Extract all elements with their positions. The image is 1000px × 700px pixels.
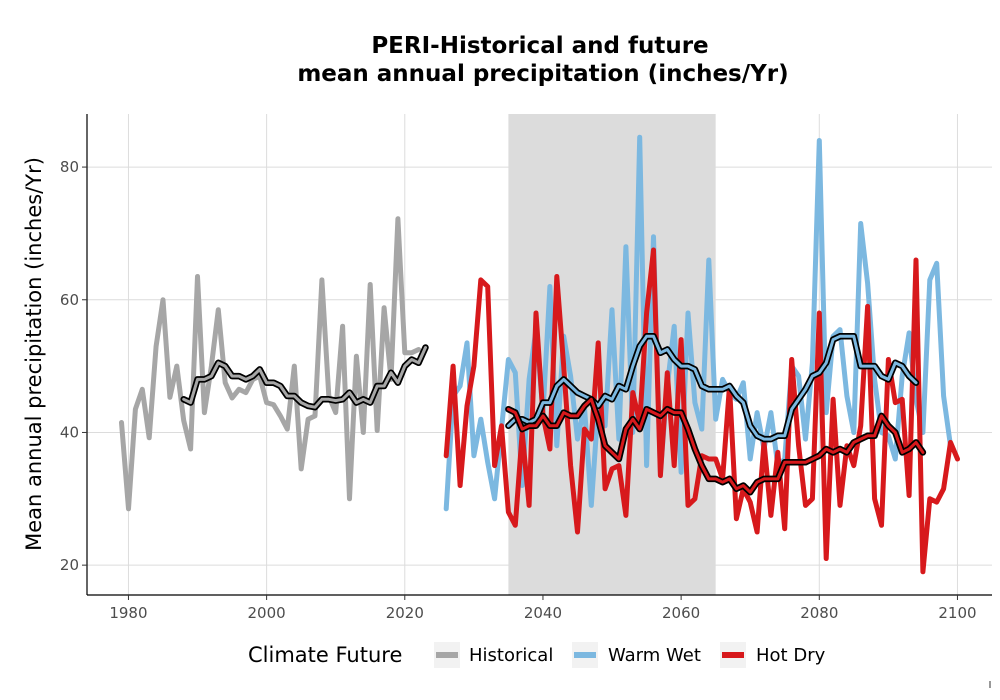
x-tick-label-2040: 2040 (524, 604, 562, 622)
chart-title-line1: PERI-Historical and future (371, 33, 708, 59)
x-tick-label-2020: 2020 (386, 604, 424, 622)
x-tick-label-2100: 2100 (938, 604, 976, 622)
smoothed-line-historical (182, 346, 427, 409)
smoothed-line-warm-wet (506, 334, 918, 441)
legend-label-warm-wet: Warm Wet (608, 645, 701, 666)
y-tick-label-20: 20 (60, 556, 79, 574)
plot-series (119, 134, 960, 575)
y-axis-ticks: 20 40 60 80 (60, 158, 87, 574)
x-tick-label-2000: 2000 (248, 604, 286, 622)
series-line-historical (119, 216, 422, 512)
x-tick-label-1980: 1980 (109, 604, 147, 622)
legend-title: Climate Future (248, 643, 402, 667)
legend-label-hot-dry: Hot Dry (756, 645, 826, 666)
chart-title-line2: mean annual precipitation (inches/Yr) (297, 61, 788, 87)
y-tick-label-60: 60 (60, 291, 79, 309)
legend-label-historical: Historical (469, 645, 553, 666)
smoothed-line-hot-dry (506, 397, 925, 494)
x-axis-ticks: 1980 2000 2020 2040 2060 2080 2100 (109, 595, 977, 622)
legend: Climate Future Historical Warm Wet Hot D… (248, 642, 826, 668)
y-tick-label-40: 40 (60, 423, 79, 441)
x-tick-label-2080: 2080 (800, 604, 838, 622)
x-tick-label-2060: 2060 (662, 604, 700, 622)
y-axis-title: Mean annual precipitation (inches/Yr) (22, 157, 46, 551)
series-line-warm-wet (443, 134, 953, 512)
y-tick-label-80: 80 (60, 158, 79, 176)
